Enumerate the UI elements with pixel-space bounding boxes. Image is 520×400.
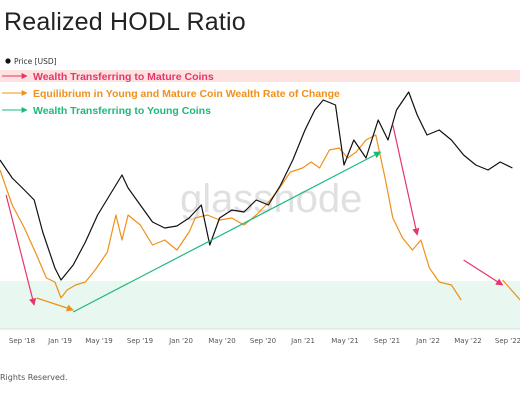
annotation-legend-label: Equilibrium in Young and Mature Coin Wea… [33, 88, 340, 100]
annotation-legend: Wealth Transferring to Mature Coins Equil… [2, 71, 340, 117]
x-tick-label: Sep '22 [495, 337, 520, 345]
legend-price-dot [5, 58, 11, 64]
x-tick-label: Sep '19 [127, 337, 153, 345]
young-band [0, 281, 520, 329]
annotation-arrow [72, 151, 382, 313]
mature-band [0, 70, 520, 82]
legend: Price [USD] [5, 57, 57, 66]
x-tick-label: May '19 [85, 337, 113, 345]
annotation-arrow [502, 279, 520, 301]
annotation-arrow [36, 297, 74, 312]
annotation-arrow [5, 194, 37, 306]
annotation-arrows [5, 124, 520, 313]
chart-title: Realized HODL Ratio [4, 8, 246, 36]
x-tick-label: Sep '18 [9, 337, 35, 345]
annotation-arrow [392, 124, 420, 236]
x-ticks: Sep '18 Jan '19 May '19 Sep '19 Jan '20 May '… [9, 337, 520, 345]
x-tick-label: May '21 [331, 337, 359, 345]
x-tick-label: Jan '20 [168, 337, 193, 345]
x-tick-label: Jan '21 [290, 337, 315, 345]
x-tick-label: Jan '19 [47, 337, 72, 345]
x-tick-label: May '22 [454, 337, 482, 345]
annotation-legend-label: Wealth Transferring to Mature Coins [33, 71, 214, 83]
price-line [0, 91, 513, 281]
x-tick-label: May '20 [208, 337, 236, 345]
x-tick-label: Sep '21 [374, 337, 400, 345]
footer-text: Rights Reserved. [0, 373, 68, 382]
series-group [0, 91, 513, 301]
legend-price-label: Price [USD] [14, 57, 57, 66]
x-tick-label: Sep '20 [250, 337, 276, 345]
annotation-legend-label: Wealth Transferring to Young Coins [33, 105, 211, 117]
x-tick-label: Jan '22 [415, 337, 440, 345]
hodl-ratio-line [0, 134, 462, 301]
annotation-arrow [463, 259, 504, 286]
